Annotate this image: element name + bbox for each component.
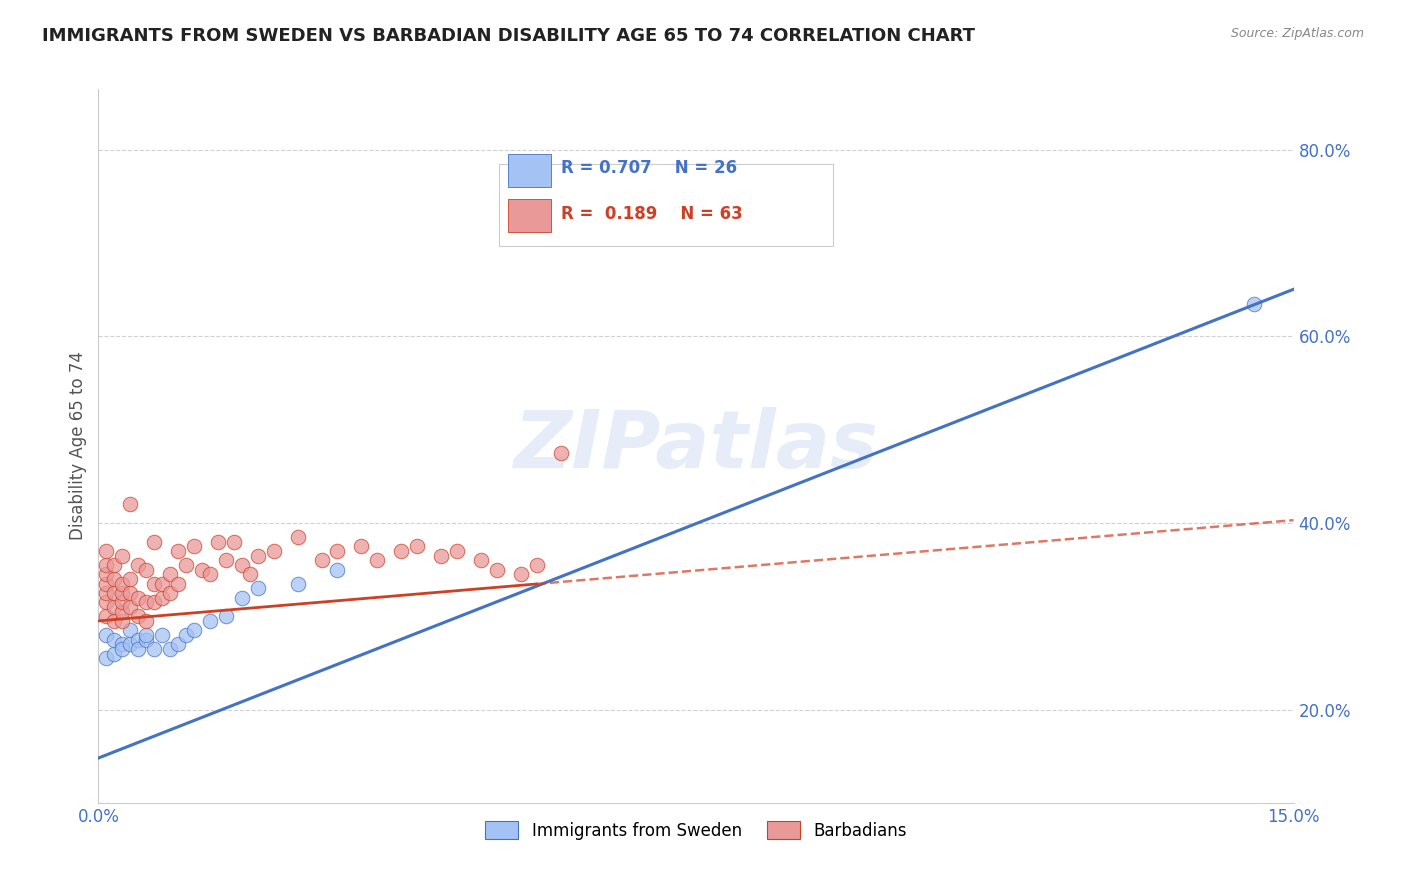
Point <box>231 558 253 572</box>
Point <box>485 563 508 577</box>
Point <box>127 591 149 605</box>
Point <box>430 549 453 563</box>
Legend: Immigrants from Sweden, Barbadians: Immigrants from Sweden, Barbadians <box>477 814 915 848</box>
Point <box>96 595 118 609</box>
Point <box>509 567 531 582</box>
Point <box>103 586 125 600</box>
Point <box>135 595 157 609</box>
Point <box>143 641 166 656</box>
Point <box>231 591 253 605</box>
Point <box>143 534 166 549</box>
Point <box>366 553 388 567</box>
Point <box>111 641 134 656</box>
Point <box>167 637 190 651</box>
Y-axis label: Disability Age 65 to 74: Disability Age 65 to 74 <box>69 351 87 541</box>
Point <box>183 624 205 638</box>
Point <box>287 530 309 544</box>
Text: ZIPatlas: ZIPatlas <box>513 407 879 485</box>
Point <box>446 544 468 558</box>
Point <box>103 558 125 572</box>
Point <box>1243 297 1265 311</box>
Point <box>96 558 118 572</box>
Point <box>287 576 309 591</box>
Point <box>215 553 238 567</box>
Point <box>159 586 181 600</box>
Point <box>120 599 142 614</box>
Text: R =  0.189    N = 63: R = 0.189 N = 63 <box>561 205 742 223</box>
Point <box>111 637 134 651</box>
Point <box>96 609 118 624</box>
Point <box>135 632 157 647</box>
Point <box>183 539 205 553</box>
Text: R = 0.707    N = 26: R = 0.707 N = 26 <box>561 159 737 177</box>
Point <box>103 614 125 628</box>
Point <box>127 641 149 656</box>
Point <box>150 591 173 605</box>
Point <box>103 572 125 586</box>
Point <box>246 549 269 563</box>
Point <box>191 563 214 577</box>
Point <box>135 628 157 642</box>
Point <box>111 614 134 628</box>
Point <box>111 586 134 600</box>
Point <box>389 544 412 558</box>
Point <box>326 563 349 577</box>
Point <box>207 534 229 549</box>
Point <box>96 586 118 600</box>
Point <box>120 624 142 638</box>
Point <box>111 576 134 591</box>
Point <box>150 576 173 591</box>
Point <box>167 576 190 591</box>
Point <box>239 567 262 582</box>
Point <box>150 628 173 642</box>
Point <box>246 581 269 595</box>
Point <box>406 539 429 553</box>
Point <box>103 632 125 647</box>
Point <box>222 534 245 549</box>
Point <box>120 586 142 600</box>
FancyBboxPatch shape <box>499 164 834 246</box>
FancyBboxPatch shape <box>509 199 551 232</box>
Point <box>765 218 787 232</box>
FancyBboxPatch shape <box>509 154 551 187</box>
Point <box>111 605 134 619</box>
Point <box>127 632 149 647</box>
Point <box>96 576 118 591</box>
Point <box>135 563 157 577</box>
Point <box>326 544 349 558</box>
Point <box>120 637 142 651</box>
Point <box>159 641 181 656</box>
Point <box>143 576 166 591</box>
Point <box>111 595 134 609</box>
Point <box>350 539 373 553</box>
Point <box>96 651 118 665</box>
Point <box>127 558 149 572</box>
Point <box>550 446 572 460</box>
Point <box>470 553 492 567</box>
Point <box>96 567 118 582</box>
Point <box>263 544 285 558</box>
Text: IMMIGRANTS FROM SWEDEN VS BARBADIAN DISABILITY AGE 65 TO 74 CORRELATION CHART: IMMIGRANTS FROM SWEDEN VS BARBADIAN DISA… <box>42 27 976 45</box>
Point <box>526 558 548 572</box>
Point <box>120 572 142 586</box>
Point <box>103 599 125 614</box>
Point <box>159 567 181 582</box>
Point <box>198 614 221 628</box>
Point <box>120 497 142 511</box>
Point <box>127 609 149 624</box>
Point <box>174 628 197 642</box>
Point <box>103 647 125 661</box>
Point <box>174 558 197 572</box>
Point <box>167 544 190 558</box>
Point <box>96 628 118 642</box>
Point <box>135 614 157 628</box>
Point <box>111 549 134 563</box>
Point <box>143 595 166 609</box>
Point <box>198 567 221 582</box>
Point <box>215 609 238 624</box>
Point <box>311 553 333 567</box>
Text: Source: ZipAtlas.com: Source: ZipAtlas.com <box>1230 27 1364 40</box>
Point <box>96 544 118 558</box>
